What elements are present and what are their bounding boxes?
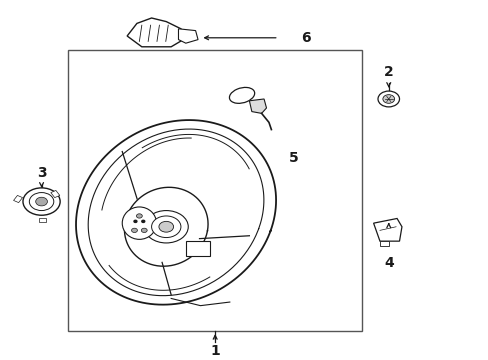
Bar [14,195,22,203]
Polygon shape [373,219,401,241]
Circle shape [36,197,47,206]
Bar [68,50,361,331]
Circle shape [134,220,137,222]
Text: 6: 6 [300,31,310,45]
Circle shape [136,214,142,218]
Circle shape [144,211,188,243]
Circle shape [29,193,54,211]
Text: 1: 1 [210,344,220,358]
Circle shape [131,228,137,233]
Bar [51,190,60,198]
Circle shape [23,188,60,215]
Polygon shape [178,29,198,43]
Circle shape [151,216,181,238]
Circle shape [159,221,173,232]
Text: 5: 5 [288,151,298,165]
Polygon shape [127,18,183,47]
Circle shape [141,228,147,233]
Circle shape [382,95,394,103]
Polygon shape [249,99,266,113]
Ellipse shape [229,87,254,103]
Ellipse shape [122,207,156,239]
Circle shape [142,220,144,222]
Bar [39,218,46,222]
Bar [185,241,210,256]
Text: 4: 4 [383,256,393,270]
Text: 3: 3 [37,166,46,180]
Bar [379,241,388,246]
Circle shape [377,91,399,107]
Text: 2: 2 [383,65,393,79]
